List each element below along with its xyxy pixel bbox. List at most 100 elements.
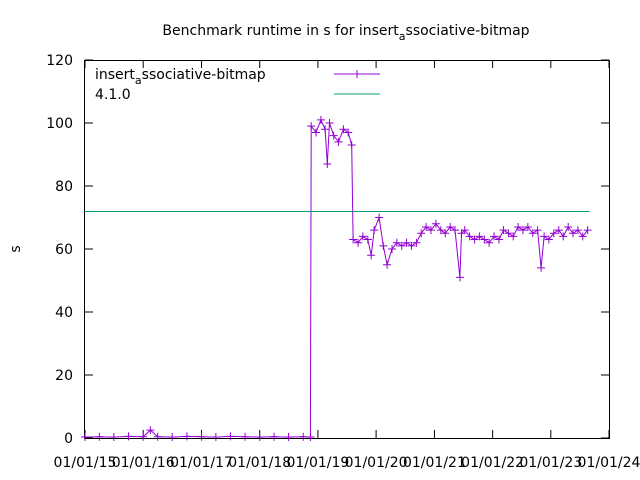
data-point-series-1 (182, 432, 191, 441)
data-point-series-1 (540, 232, 549, 241)
data-point-series-1 (339, 125, 348, 134)
plot-area-frame (84, 60, 610, 439)
chart-title: Benchmark runtime in s for insertassocia… (162, 23, 529, 43)
data-point-series-1 (578, 232, 587, 241)
data-point-series-1 (146, 426, 155, 435)
data-point-series-1 (431, 219, 440, 228)
y-axis-label: s (8, 245, 24, 252)
data-point-series-1 (109, 433, 118, 442)
data-point-series-1 (349, 235, 358, 244)
data-point-series-1 (153, 432, 162, 441)
data-point-series-1 (554, 226, 563, 235)
data-point-series-1 (436, 226, 445, 235)
data-point-series-1 (451, 226, 460, 235)
data-point-series-1 (480, 235, 489, 244)
series-line-1 (84, 118, 588, 438)
data-point-series-1 (81, 433, 89, 442)
legend-label-series-1-rest: ssociative-bitmap (142, 67, 266, 83)
data-point-series-1 (307, 122, 316, 131)
x-tick-label: 01/01/24 (578, 455, 640, 471)
data-point-series-1 (392, 238, 401, 247)
data-point-series-1 (407, 241, 416, 250)
data-point-series-1 (568, 229, 577, 238)
data-point-series-1 (465, 232, 474, 241)
data-point-series-1 (95, 432, 104, 441)
data-point-series-1 (583, 226, 592, 235)
data-point-series-1 (270, 432, 279, 441)
data-point-series-1 (495, 235, 504, 244)
legend-label-series-1: insertassociative-bitmap (95, 67, 266, 87)
data-point-series-1 (499, 226, 508, 235)
data-point-series-1 (564, 222, 573, 231)
data-point-series-1 (537, 263, 546, 272)
data-point-series-1 (544, 235, 553, 244)
legend-label-series-2: 4.1.0 (95, 87, 131, 103)
data-point-series-1 (139, 432, 148, 441)
legend-label-series-1-main: insert (95, 67, 135, 83)
data-point-series-1 (344, 128, 353, 137)
y-axis-ticks: 0 20 40 60 80 100 120 (46, 53, 609, 447)
data-point-series-1 (323, 159, 332, 168)
x-tick-label: 01/01/16 (112, 455, 175, 471)
data-point-series-1 (316, 115, 325, 124)
data-point-series-1 (334, 137, 343, 146)
data-point-series-1 (417, 229, 426, 238)
data-point-series-1 (383, 260, 392, 269)
y-tick-label: 100 (46, 116, 73, 132)
data-point-series-1 (412, 238, 421, 247)
data-point-series-1 (475, 232, 484, 241)
data-point-series-1 (347, 141, 356, 150)
data-point-series-1 (306, 433, 315, 442)
data-point-series-1 (168, 433, 177, 442)
data-point-series-1 (523, 222, 532, 231)
x-tick-label: 01/01/17 (170, 455, 233, 471)
data-point-series-1 (375, 213, 384, 222)
chart-title-main: Benchmark runtime in s for insert (162, 23, 399, 39)
legend-label-series-1-sub: a (135, 74, 142, 87)
data-point-series-1 (370, 226, 379, 235)
x-tick-label: 01/01/22 (461, 455, 524, 471)
data-point-series-1 (485, 238, 494, 247)
data-point-series-1 (226, 432, 235, 441)
data-point-series-1 (124, 432, 133, 441)
legend: insertassociative-bitmap 4.1.0 (95, 67, 380, 103)
data-point-series-1 (559, 232, 568, 241)
x-tick-label: 01/01/18 (228, 455, 291, 471)
data-point-series-1 (470, 235, 479, 244)
data-point-series-1 (284, 433, 293, 442)
data-point-series-1 (211, 433, 220, 442)
data-point-series-1 (509, 232, 518, 241)
data-point-series-1 (388, 245, 397, 253)
data-point-series-1 (354, 238, 363, 247)
data-point-series-1 (460, 226, 469, 235)
x-tick-label: 01/01/19 (286, 455, 349, 471)
chart-title-sub: a (399, 30, 406, 43)
x-tick-label: 01/01/15 (54, 455, 117, 471)
data-point-series-1 (446, 222, 455, 231)
y-tick-label: 80 (55, 179, 73, 195)
series-layer (81, 115, 592, 442)
data-point-series-1 (311, 128, 320, 137)
chart-title-rest: ssociative-bitmap (406, 23, 530, 39)
x-tick-label: 01/01/21 (403, 455, 466, 471)
data-point-series-1 (455, 273, 464, 282)
y-tick-label: 40 (55, 305, 73, 321)
data-point-series-1 (321, 125, 330, 134)
data-point-series-1 (549, 229, 558, 238)
data-point-series-1 (197, 432, 206, 441)
data-point-series-1 (255, 433, 264, 442)
y-tick-label: 120 (46, 53, 73, 69)
y-tick-label: 20 (55, 368, 73, 384)
y-tick-label: 60 (55, 242, 73, 258)
data-point-series-1 (504, 229, 513, 238)
x-tick-label: 01/01/20 (345, 455, 408, 471)
data-point-series-1 (518, 226, 527, 235)
data-point-series-1 (402, 238, 411, 247)
data-point-series-1 (397, 241, 406, 250)
legend-marker-series-1 (353, 70, 361, 78)
data-point-series-1 (299, 432, 308, 441)
data-point-series-1 (441, 229, 450, 238)
data-point-series-1 (329, 131, 338, 140)
data-point-series-1 (363, 235, 372, 244)
